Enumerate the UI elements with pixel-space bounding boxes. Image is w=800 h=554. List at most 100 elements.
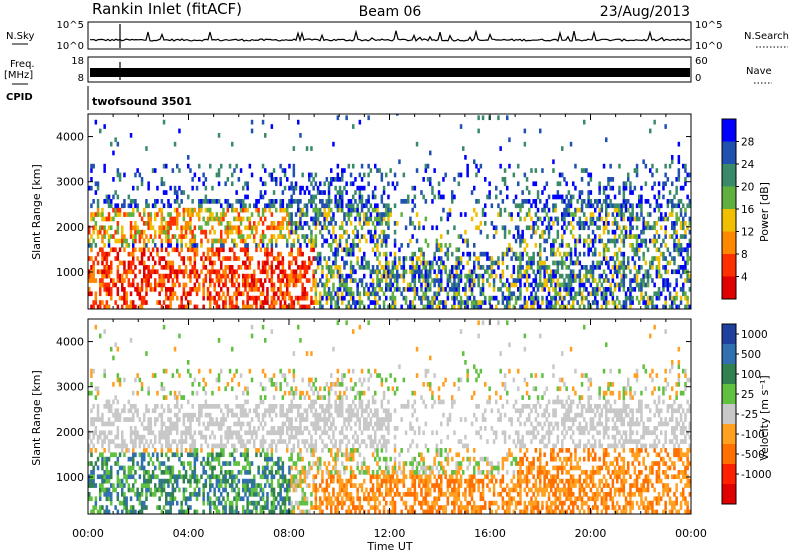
velocity-cell: [134, 430, 137, 436]
velocity-cell: [149, 426, 153, 431]
power-cell: [213, 229, 216, 235]
power-cell: [646, 225, 650, 231]
power-cell: [176, 269, 179, 275]
power-cell: [132, 300, 135, 305]
velocity-cell: [224, 505, 227, 510]
power-cell: [629, 181, 632, 187]
power-cell: [407, 243, 410, 248]
power-cell: [110, 295, 113, 301]
power-cell: [569, 199, 573, 204]
power-cell: [316, 260, 320, 266]
power-cell: [145, 199, 148, 204]
power-cell: [563, 229, 566, 235]
power-cell: [327, 190, 331, 195]
power-cell: [231, 172, 234, 178]
power-cell: [332, 216, 335, 222]
power-cell: [292, 221, 296, 226]
power-cell: [162, 181, 166, 187]
power-cell: [103, 304, 106, 309]
power-cell: [259, 177, 263, 182]
power-cell: [567, 291, 571, 297]
power-cell: [231, 229, 234, 235]
power-cell: [556, 194, 560, 200]
power-cell: [319, 291, 322, 297]
power-cell: [248, 265, 252, 270]
power-cell: [112, 177, 115, 182]
power-cell: [569, 304, 573, 309]
power-cell: [301, 295, 304, 301]
velocity-cell: [132, 443, 135, 449]
power-cell: [303, 304, 307, 309]
power-cell: [123, 291, 126, 297]
power-cell: [525, 273, 529, 279]
velocity-cell: [94, 426, 98, 431]
power-cell: [114, 229, 117, 235]
power-cell: [275, 238, 278, 244]
velocity-cell: [187, 505, 190, 510]
power-cell: [228, 304, 232, 309]
power-cell: [534, 203, 538, 209]
velocity-cell: [246, 439, 249, 444]
power-cell: [129, 229, 133, 235]
power-cell: [506, 287, 509, 292]
velocity-cell: [101, 461, 104, 466]
power-cell: [490, 269, 494, 275]
power-cell: [411, 287, 414, 292]
velocity-cell: [116, 456, 120, 462]
velocity-cell: [272, 500, 276, 506]
power-cell: [440, 194, 443, 200]
power-cell: [572, 287, 575, 292]
power-cell: [332, 177, 335, 182]
power-cell: [365, 282, 368, 288]
velocity-cell: [268, 470, 271, 475]
power-cell: [473, 282, 476, 288]
power-cell: [268, 265, 271, 270]
power-cell: [468, 278, 472, 283]
velocity-cell: [222, 412, 225, 418]
velocity-cell: [116, 434, 120, 440]
power-cell: [646, 212, 650, 217]
power-cell: [277, 234, 280, 239]
velocity-cell: [167, 492, 170, 497]
power-cell: [358, 212, 362, 217]
power-cell: [578, 269, 582, 275]
power-cell: [543, 273, 546, 279]
power-cell: [679, 247, 683, 253]
velocity-cell: [272, 373, 276, 378]
power-cell: [563, 278, 566, 283]
power-cell: [598, 185, 601, 191]
velocity-cell: [101, 465, 104, 471]
power-cell: [655, 269, 659, 275]
velocity-cell: [213, 465, 216, 471]
power-cell: [358, 194, 362, 200]
power-cell: [352, 269, 355, 275]
velocity-cell: [193, 452, 197, 458]
power-cell: [457, 304, 461, 309]
power-cell: [510, 282, 513, 288]
power-cell: [149, 282, 153, 288]
velocity-cell: [134, 509, 137, 514]
power-cell: [347, 247, 351, 253]
power-cell: [657, 295, 661, 301]
velocity-cell: [220, 478, 223, 484]
velocity-cell: [264, 505, 267, 510]
velocity-cell: [147, 430, 150, 436]
power-cell: [613, 251, 617, 257]
velocity-cell: [160, 509, 164, 514]
velocity-cell: [264, 465, 267, 471]
power-cell: [627, 287, 630, 292]
velocity-cell: [132, 452, 135, 458]
velocity-cell: [169, 430, 172, 436]
power-cell: [176, 190, 179, 195]
power-cell: [288, 216, 291, 222]
velocity-cell: [193, 439, 197, 444]
power-cell: [132, 247, 135, 253]
velocity-cell: [147, 386, 150, 392]
velocity-cell: [259, 474, 263, 480]
power-cell: [242, 300, 245, 305]
power-cell: [222, 207, 225, 213]
power-cell: [96, 212, 100, 217]
velocity-cell: [261, 439, 265, 444]
power-cell: [184, 282, 188, 288]
power-cell: [413, 225, 417, 231]
